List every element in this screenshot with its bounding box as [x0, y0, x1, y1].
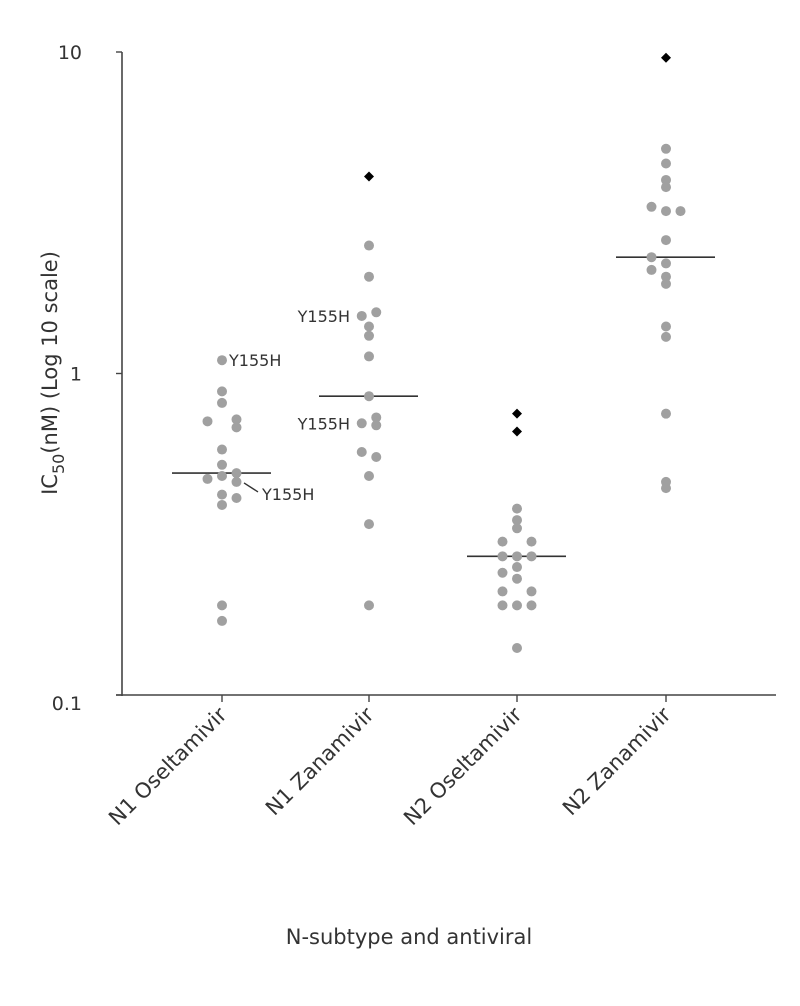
data-point	[661, 158, 671, 169]
data-point	[202, 416, 213, 427]
data-point	[675, 206, 686, 217]
data-point	[364, 351, 374, 362]
data-point	[217, 615, 227, 626]
data-point	[356, 310, 367, 321]
data-point	[512, 573, 522, 584]
x-tick-label: N1 Zanamivir	[261, 702, 379, 820]
data-point	[231, 414, 242, 425]
data-point	[661, 182, 671, 193]
data-point	[217, 470, 227, 481]
data-point	[364, 321, 374, 332]
data-point	[217, 444, 227, 455]
data-point	[661, 321, 671, 332]
data-point	[661, 483, 671, 494]
data-point	[512, 643, 522, 654]
annotation-label: Y155H	[261, 485, 314, 504]
data-point	[497, 536, 508, 547]
y-tick-label: 1	[70, 364, 82, 386]
data-point	[217, 355, 227, 366]
data-point	[526, 600, 537, 611]
annotation-label: Y155H	[297, 307, 350, 326]
data-point	[646, 201, 657, 212]
data-point	[512, 515, 522, 526]
outlier-point	[364, 171, 374, 182]
data-point	[217, 489, 227, 500]
outlier-point	[512, 408, 522, 419]
x-tick-label: N2 Oseltamivir	[399, 702, 527, 830]
data-point	[364, 519, 374, 530]
annotation-label: Y155H	[228, 351, 281, 370]
x-axis-title: N-subtype and antiviral	[286, 925, 532, 949]
y-tick-label: 0.1	[52, 693, 82, 715]
data-point	[217, 499, 227, 510]
data-point	[661, 143, 671, 154]
data-point	[356, 446, 367, 457]
annotations: Y155H Y155H Y155H Y155H	[228, 307, 350, 504]
data-point	[497, 567, 508, 578]
data-point	[364, 271, 374, 282]
data-point	[364, 391, 374, 402]
annotation-leader-line	[243, 482, 259, 493]
data-point	[661, 206, 671, 217]
data-point	[497, 551, 508, 562]
data-point	[661, 408, 671, 419]
data-point	[371, 412, 382, 423]
data-point	[661, 235, 671, 246]
data-point	[371, 451, 382, 462]
x-ticks: N1 Oseltamivir N1 Zanamivir N2 Oseltamivir…	[104, 695, 676, 830]
y-axis-title: IC50(nM) (Log 10 scale)	[38, 251, 68, 495]
data-point	[646, 252, 657, 263]
data-point	[661, 278, 671, 289]
data-point	[217, 386, 227, 397]
data-point	[371, 307, 382, 318]
outlier-point	[512, 426, 522, 437]
data-point	[526, 536, 537, 547]
data-point	[661, 331, 671, 342]
data-point	[661, 174, 671, 185]
outlier-point	[661, 52, 671, 63]
data-point	[364, 330, 374, 341]
data-point	[231, 422, 242, 433]
data-point	[512, 523, 522, 534]
data-point	[231, 476, 242, 487]
y-tick-label: 10	[58, 42, 82, 64]
data-point	[526, 551, 537, 562]
data-point	[202, 473, 213, 484]
data-point	[217, 600, 227, 611]
data-point	[661, 271, 671, 282]
data-point	[356, 418, 367, 429]
data-point	[217, 459, 227, 470]
data-point	[512, 562, 522, 573]
data-point	[231, 492, 242, 503]
annotation-label: Y155H	[297, 414, 350, 433]
data-point	[364, 470, 374, 481]
data-point	[512, 503, 522, 514]
data-point	[217, 397, 227, 408]
data-point	[497, 586, 508, 597]
data-point	[646, 264, 657, 275]
data-point	[364, 240, 374, 251]
y-ticks: 10 1 0.1	[52, 42, 122, 715]
data-point	[231, 468, 242, 479]
axes	[116, 52, 776, 696]
data-point	[512, 551, 522, 562]
data-point	[371, 420, 382, 431]
data-points	[202, 52, 686, 654]
data-point	[526, 586, 537, 597]
data-point	[512, 600, 522, 611]
data-point	[497, 600, 508, 611]
median-lines	[172, 256, 715, 558]
data-point	[364, 600, 374, 611]
x-tick-label: N1 Oseltamivir	[104, 702, 232, 830]
data-point	[661, 258, 671, 269]
x-tick-label: N2 Zanamivir	[558, 702, 676, 820]
